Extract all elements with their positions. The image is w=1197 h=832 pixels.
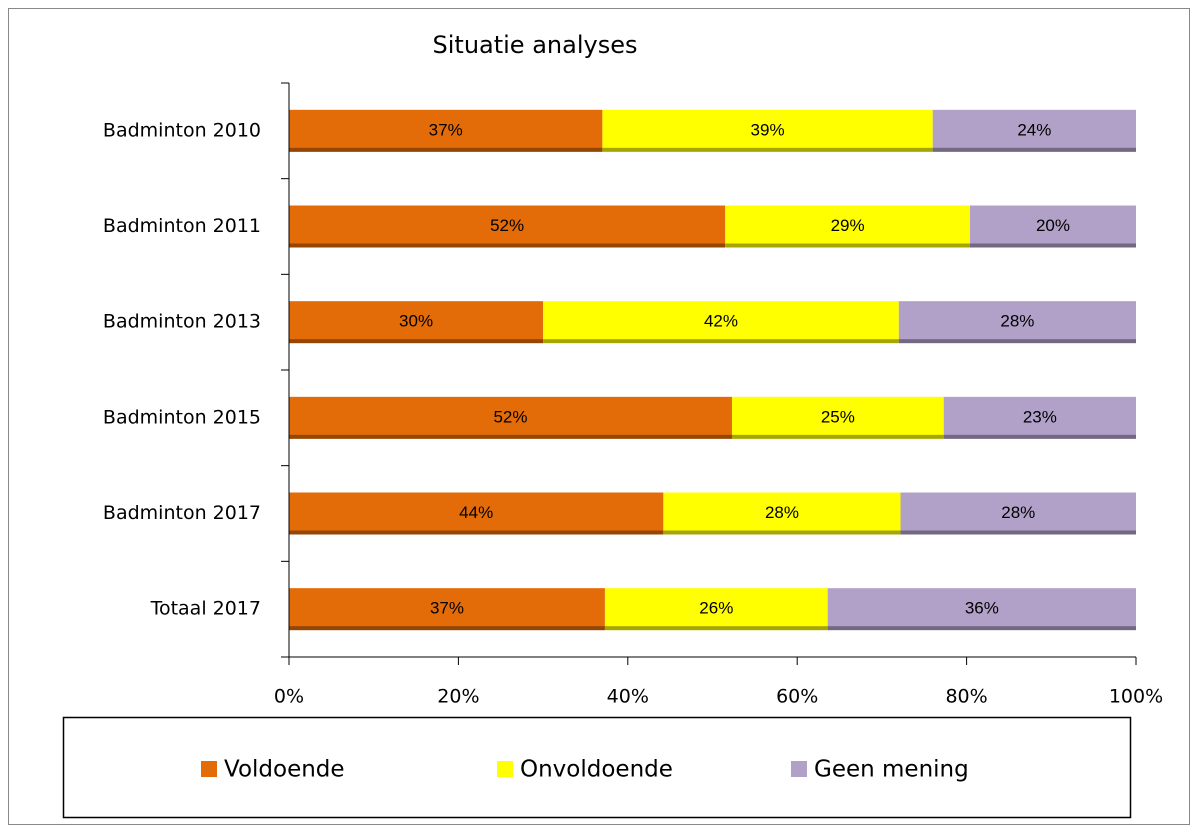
bar-segment bbox=[289, 588, 605, 631]
data-label: 52% bbox=[493, 407, 527, 426]
y-tick-label: Badminton 2017 bbox=[103, 502, 261, 524]
bar-shadow bbox=[289, 339, 544, 344]
bar-shadow bbox=[731, 434, 944, 439]
bar-segment bbox=[898, 301, 1136, 344]
bar-shadow bbox=[604, 626, 828, 631]
y-tick-label: Totaal 2017 bbox=[150, 598, 261, 620]
bar-segment bbox=[663, 492, 901, 535]
bar-segment bbox=[543, 301, 899, 344]
x-tick-label: 0% bbox=[274, 686, 304, 708]
x-tick-label: 60% bbox=[776, 686, 818, 708]
y-tick-label: Badminton 2013 bbox=[103, 311, 261, 333]
y-tick-label: Badminton 2010 bbox=[103, 119, 261, 141]
data-label: 26% bbox=[699, 599, 733, 618]
bar-segment bbox=[602, 109, 933, 152]
bar-segment bbox=[943, 396, 1136, 439]
data-label: 25% bbox=[821, 407, 855, 426]
bar-shadow bbox=[898, 339, 1136, 344]
bar-shadow bbox=[943, 434, 1136, 439]
data-label: 42% bbox=[704, 312, 738, 331]
bar-segment bbox=[900, 492, 1136, 535]
bar-segment bbox=[731, 396, 944, 439]
bar-shadow bbox=[289, 243, 726, 248]
x-tick-label: 40% bbox=[607, 686, 649, 708]
data-label: 28% bbox=[765, 503, 799, 522]
bar-segment bbox=[932, 109, 1136, 152]
bar-segment bbox=[289, 492, 664, 535]
legend-label: Voldoende bbox=[224, 757, 345, 783]
bar-segment bbox=[289, 109, 603, 152]
bar-shadow bbox=[543, 339, 899, 344]
bar-shadow bbox=[663, 530, 901, 535]
legend-label: Onvoldoende bbox=[520, 757, 673, 783]
data-label: 23% bbox=[1023, 407, 1057, 426]
bar-segment bbox=[827, 588, 1136, 631]
legend-swatch bbox=[791, 761, 807, 777]
x-tick-label: 100% bbox=[1109, 686, 1163, 708]
bar-segment bbox=[969, 205, 1136, 248]
data-label: 44% bbox=[459, 503, 493, 522]
legend-swatch bbox=[201, 761, 217, 777]
data-label: 37% bbox=[429, 120, 463, 139]
data-label: 52% bbox=[490, 216, 524, 235]
data-label: 39% bbox=[751, 120, 785, 139]
x-tick-label: 80% bbox=[945, 686, 987, 708]
data-label: 24% bbox=[1017, 120, 1051, 139]
legend-label: Geen mening bbox=[814, 757, 969, 783]
bar-shadow bbox=[289, 626, 605, 631]
bar-shadow bbox=[289, 147, 603, 152]
bar-shadow bbox=[900, 530, 1136, 535]
data-label: 30% bbox=[399, 312, 433, 331]
bar-segment bbox=[725, 205, 970, 248]
data-label: 36% bbox=[965, 599, 999, 618]
data-label: 28% bbox=[1001, 503, 1035, 522]
bar-shadow bbox=[932, 147, 1136, 152]
bar-segment bbox=[289, 396, 732, 439]
bar-shadow bbox=[289, 434, 732, 439]
y-tick-label: Badminton 2015 bbox=[103, 406, 261, 428]
chart-title: Situatie analyses bbox=[433, 31, 638, 59]
bar-segment bbox=[289, 205, 726, 248]
data-label: 28% bbox=[1000, 312, 1034, 331]
x-tick-label: 20% bbox=[437, 686, 479, 708]
data-label: 20% bbox=[1036, 216, 1070, 235]
bar-segment bbox=[289, 301, 544, 344]
bar-shadow bbox=[725, 243, 970, 248]
data-label: 29% bbox=[831, 216, 865, 235]
legend-swatch bbox=[497, 761, 513, 777]
bar-shadow bbox=[289, 530, 664, 535]
bar-shadow bbox=[827, 626, 1136, 631]
data-label: 37% bbox=[430, 599, 464, 618]
bar-segment bbox=[604, 588, 828, 631]
bar-shadow bbox=[602, 147, 933, 152]
bar-shadow bbox=[969, 243, 1136, 248]
y-tick-label: Badminton 2011 bbox=[103, 215, 261, 237]
legend-box bbox=[62, 716, 1132, 819]
